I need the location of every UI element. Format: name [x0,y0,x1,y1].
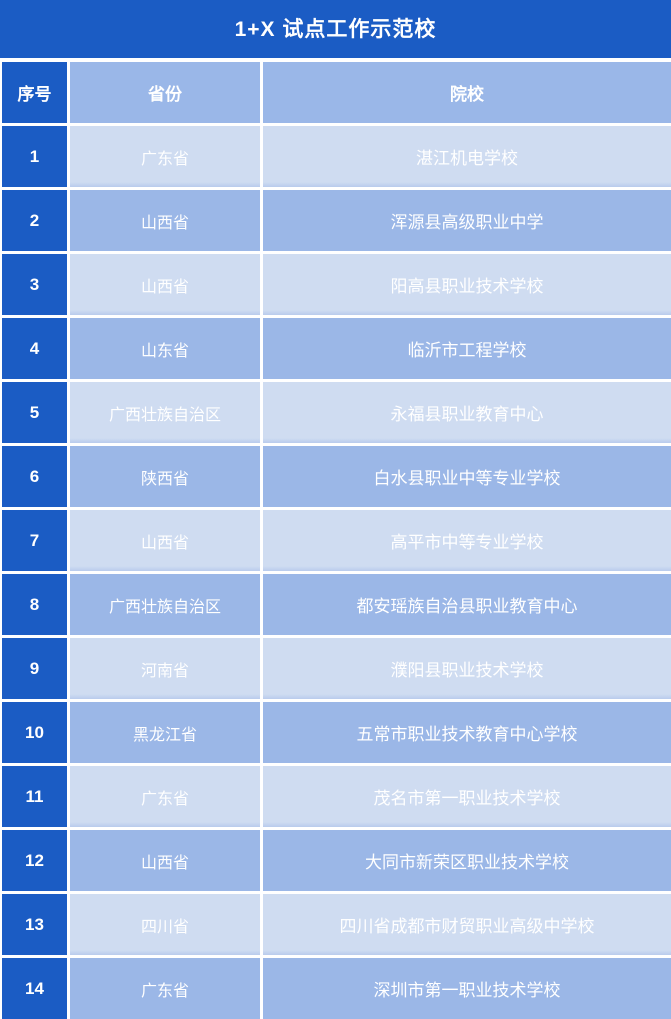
cell-school: 湛江机电学校 [263,126,671,187]
cell-school: 白水县职业中等专业学校 [263,446,671,507]
cell-school: 四川省成都市财贸职业高级中学校 [263,894,671,955]
table-header-row: 序号 省份 院校 [0,62,671,123]
page-title: 1+X 试点工作示范校 [234,17,437,41]
table-body: 1 广东省 湛江机电学校 2 山西省 浑源县高级职业中学 3 山西省 阳高县职业技术学校 4 山东省… [0,126,671,1019]
table-row: 1 广东省 湛江机电学校 [0,126,671,187]
cell-index: 3 [2,254,67,315]
cell-province: 山西省 [70,190,260,251]
cell-school: 五常市职业技术教育中心学校 [263,702,671,763]
table-row: 3 山西省 阳高县职业技术学校 [0,254,671,315]
table-title-bar: 1+X 试点工作示范校 [0,0,671,58]
cell-school: 永福县职业教育中心 [263,382,671,443]
table-row: 11 广东省 茂名市第一职业技术学校 [0,766,671,827]
cell-index: 4 [2,318,67,379]
cell-index: 9 [2,638,67,699]
cell-index: 10 [2,702,67,763]
table-row: 10 黑龙江省 五常市职业技术教育中心学校 [0,702,671,763]
cell-province: 广东省 [70,126,260,187]
cell-province: 山西省 [70,254,260,315]
cell-school: 濮阳县职业技术学校 [263,638,671,699]
cell-province: 山西省 [70,830,260,891]
cell-school: 阳高县职业技术学校 [263,254,671,315]
cell-province: 山西省 [70,510,260,571]
cell-province: 黑龙江省 [70,702,260,763]
column-header-school: 院校 [263,62,671,123]
cell-province: 山东省 [70,318,260,379]
cell-index: 11 [2,766,67,827]
cell-index: 12 [2,830,67,891]
table-row: 2 山西省 浑源县高级职业中学 [0,190,671,251]
column-header-province: 省份 [70,62,260,123]
table-row: 6 陕西省 白水县职业中等专业学校 [0,446,671,507]
cell-index: 5 [2,382,67,443]
cell-province: 广西壮族自治区 [70,574,260,635]
cell-school: 临沂市工程学校 [263,318,671,379]
cell-index: 14 [2,958,67,1019]
cell-school: 深圳市第一职业技术学校 [263,958,671,1019]
table-row: 13 四川省 四川省成都市财贸职业高级中学校 [0,894,671,955]
cell-school: 高平市中等专业学校 [263,510,671,571]
cell-province: 四川省 [70,894,260,955]
cell-province: 河南省 [70,638,260,699]
table-row: 12 山西省 大同市新荣区职业技术学校 [0,830,671,891]
table-row: 8 广西壮族自治区 都安瑶族自治县职业教育中心 [0,574,671,635]
cell-index: 1 [2,126,67,187]
cell-index: 8 [2,574,67,635]
table-row: 7 山西省 高平市中等专业学校 [0,510,671,571]
cell-index: 7 [2,510,67,571]
cell-province: 陕西省 [70,446,260,507]
cell-province: 广东省 [70,958,260,1019]
cell-index: 13 [2,894,67,955]
cell-school: 浑源县高级职业中学 [263,190,671,251]
table-row: 9 河南省 濮阳县职业技术学校 [0,638,671,699]
table-row: 14 广东省 深圳市第一职业技术学校 [0,958,671,1019]
cell-index: 2 [2,190,67,251]
cell-school: 都安瑶族自治县职业教育中心 [263,574,671,635]
cell-school: 茂名市第一职业技术学校 [263,766,671,827]
cell-school: 大同市新荣区职业技术学校 [263,830,671,891]
cell-province: 广东省 [70,766,260,827]
cell-province: 广西壮族自治区 [70,382,260,443]
table-row: 5 广西壮族自治区 永福县职业教育中心 [0,382,671,443]
cell-index: 6 [2,446,67,507]
table-row: 4 山东省 临沂市工程学校 [0,318,671,379]
column-header-index: 序号 [2,62,67,123]
